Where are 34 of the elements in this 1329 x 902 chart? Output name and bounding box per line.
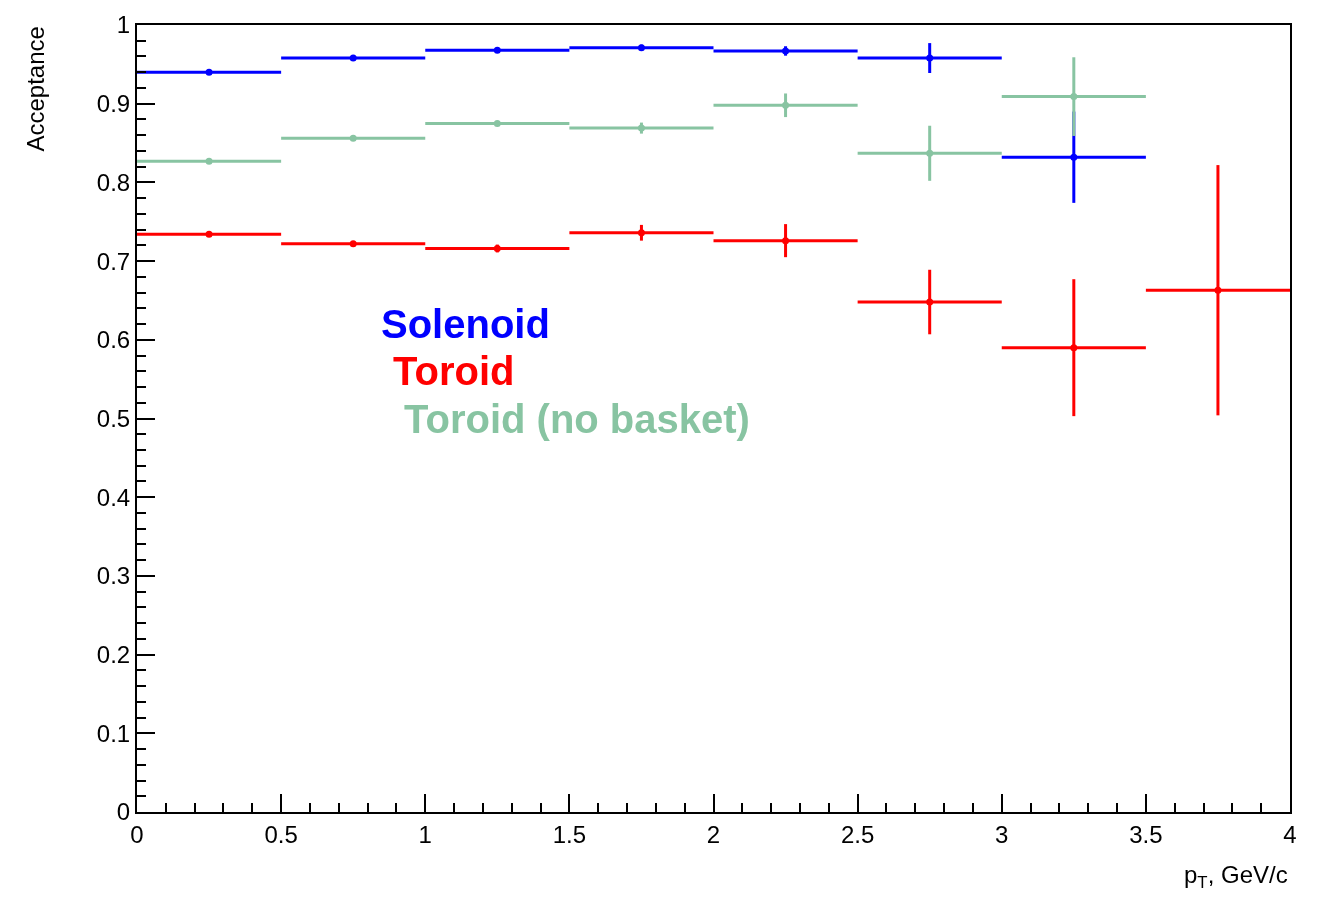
x-tick-label: 2 <box>706 820 721 848</box>
point <box>1070 153 1078 161</box>
y-tick-label: 0.1 <box>96 719 131 747</box>
x-tick-label: 3.5 <box>1129 820 1163 848</box>
y-tick-label: 0.9 <box>96 90 131 118</box>
y-axis-title: Acceptance <box>21 26 49 152</box>
x-tick-label: 4 <box>1283 820 1297 848</box>
x-tick-label: 0.5 <box>264 820 298 848</box>
text: Toroid <box>393 349 515 393</box>
x-tick-label: 2.5 <box>840 820 875 848</box>
y-tick-label: 0.6 <box>96 326 131 354</box>
y-tick-label: 0.3 <box>96 562 131 590</box>
point <box>926 149 934 157</box>
point <box>1070 344 1078 352</box>
y-tick-label: 0.2 <box>96 641 131 668</box>
text: Solenoid <box>381 302 550 346</box>
point <box>637 229 645 237</box>
y-tick-label: 0.8 <box>96 168 131 196</box>
point <box>1214 286 1222 294</box>
x-tick-label: 3 <box>995 820 1009 848</box>
y-tick-label: 0.5 <box>96 404 131 432</box>
y-tick-label: 0 <box>116 798 131 826</box>
x-axis-title: p$_{T}$, GeV/c <box>1184 861 1288 893</box>
y-tick-label: 1 <box>116 11 131 39</box>
x-tick-label: 1.5 <box>552 820 587 848</box>
point <box>926 298 934 306</box>
text: Toroid (no basket) <box>404 397 750 441</box>
x-tick-label: 1 <box>418 820 432 848</box>
point <box>926 54 934 62</box>
point <box>1070 93 1078 101</box>
point <box>782 101 790 109</box>
y-tick-label: 0.4 <box>96 483 131 511</box>
y-tick-label: 0.7 <box>96 247 131 275</box>
point <box>782 237 790 245</box>
